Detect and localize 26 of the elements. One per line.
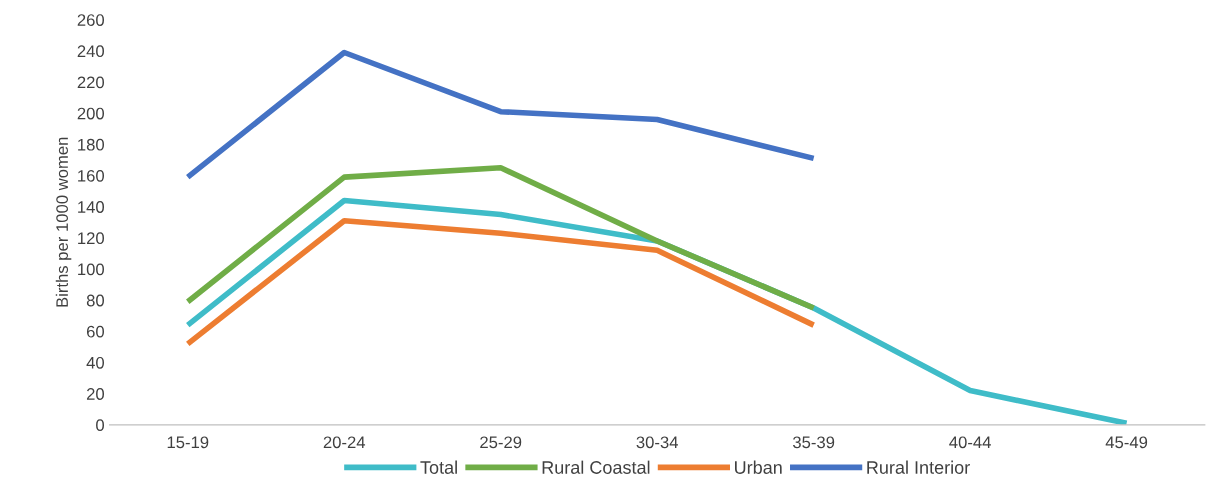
y-tick-label: 220	[77, 76, 105, 89]
y-tick-label: 180	[78, 138, 105, 151]
y-tick-label: 100	[78, 263, 105, 276]
y-tick-label: 140	[78, 201, 105, 213]
legend-label: Rural Interior	[867, 460, 970, 474]
y-tick-label: 240	[77, 45, 105, 58]
legend-label: Total	[420, 460, 457, 474]
y-tick-label: 40	[86, 356, 105, 369]
y-tick-label: 120	[78, 232, 105, 245]
y-axis-title: Births per 1000 women	[55, 137, 72, 307]
y-tick-label: 260	[77, 14, 105, 26]
y-tick-label: 20	[86, 388, 105, 400]
legend-label: Urban	[735, 460, 782, 474]
y-tick-label: 80	[86, 294, 105, 307]
x-tick-label: 30-34	[636, 436, 679, 449]
x-tick-label: 40-44	[949, 436, 991, 449]
legend-label: Rural Coastal	[542, 460, 650, 474]
y-tick-label: 200	[77, 107, 105, 120]
x-tick-label: 15-19	[167, 436, 209, 449]
x-tick-label: 35-39	[792, 436, 835, 449]
y-tick-label: 0	[96, 419, 105, 432]
y-tick-label: 60	[86, 325, 105, 338]
x-tick-label: 25-29	[480, 436, 522, 449]
x-tick-label: 20-24	[323, 436, 366, 449]
x-tick-label: 45-49	[1105, 436, 1148, 449]
y-tick-label: 160	[78, 169, 105, 182]
